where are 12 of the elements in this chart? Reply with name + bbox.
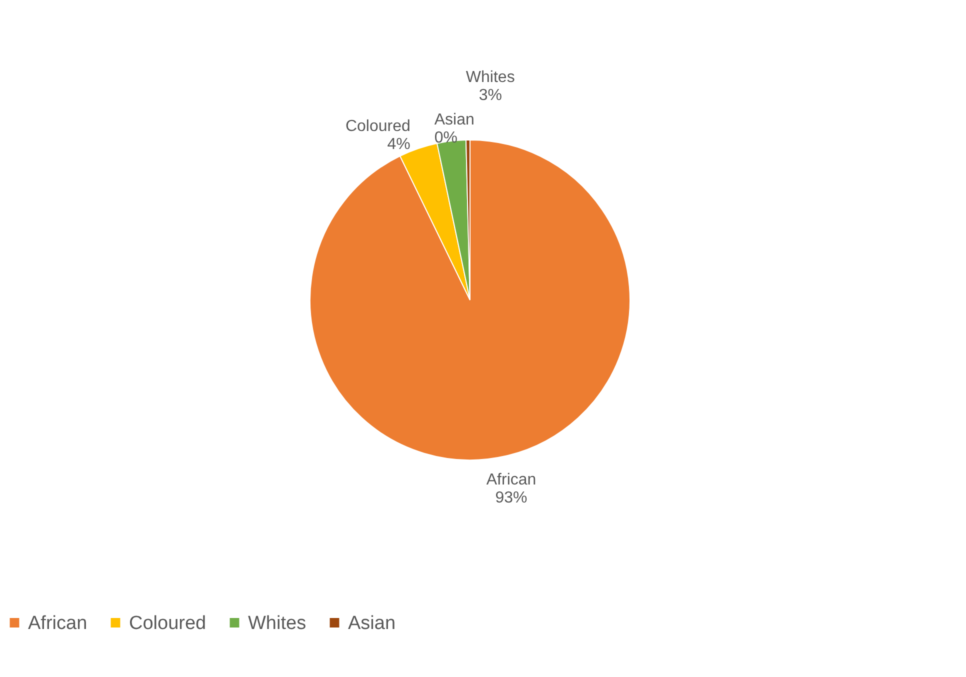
data-label: 0% <box>434 129 458 146</box>
slice-label: Whites <box>466 68 515 86</box>
legend-label: African <box>28 612 88 634</box>
data-label: 4% <box>387 136 410 153</box>
legend-label: Asian <box>348 612 396 634</box>
slice-label: Coloured <box>345 118 410 135</box>
legend-label: Whites <box>248 612 306 634</box>
data-label: 3% <box>478 86 502 104</box>
slice-label: African <box>486 471 536 488</box>
data-label: 93% <box>495 489 528 506</box>
slice-label: Asian <box>434 111 474 128</box>
legend-label: Coloured <box>129 612 206 634</box>
